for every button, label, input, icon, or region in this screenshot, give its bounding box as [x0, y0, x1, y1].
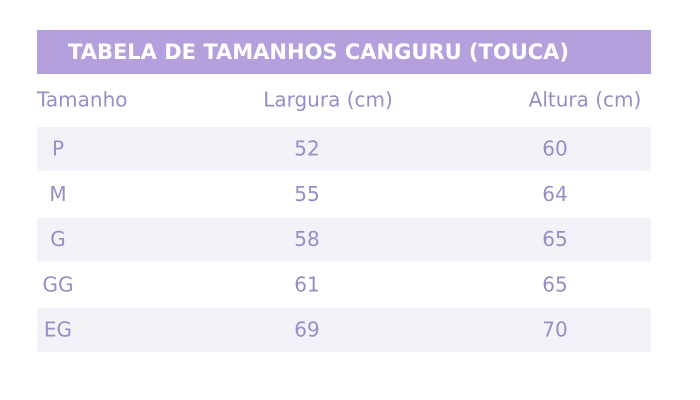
- size-cell: EG: [44, 318, 72, 342]
- measure-cell: 60: [542, 137, 567, 161]
- measure-cell: 70: [542, 318, 567, 342]
- column-header: Largura (cm): [263, 88, 393, 112]
- column-header: Altura (cm): [529, 88, 642, 112]
- measure-cell: 65: [542, 272, 567, 296]
- row-stripe: [37, 308, 651, 353]
- measure-cell: 61: [294, 272, 319, 296]
- size-cell: GG: [43, 272, 74, 296]
- table-title: TABELA DE TAMANHOS CANGURU (TOUCA): [68, 40, 569, 64]
- measure-cell: 55: [294, 182, 319, 206]
- size-cell: G: [50, 227, 66, 251]
- measure-cell: 65: [542, 227, 567, 251]
- size-cell: P: [52, 137, 64, 161]
- measure-cell: 69: [294, 318, 319, 342]
- size-cell: M: [49, 182, 66, 206]
- measure-cell: 52: [294, 137, 319, 161]
- column-header: Tamanho: [36, 88, 128, 112]
- measure-cell: 58: [294, 227, 319, 251]
- row-stripe: [37, 127, 651, 171]
- row-stripe: [37, 217, 651, 262]
- measure-cell: 64: [542, 182, 567, 206]
- title-bar: [37, 30, 651, 74]
